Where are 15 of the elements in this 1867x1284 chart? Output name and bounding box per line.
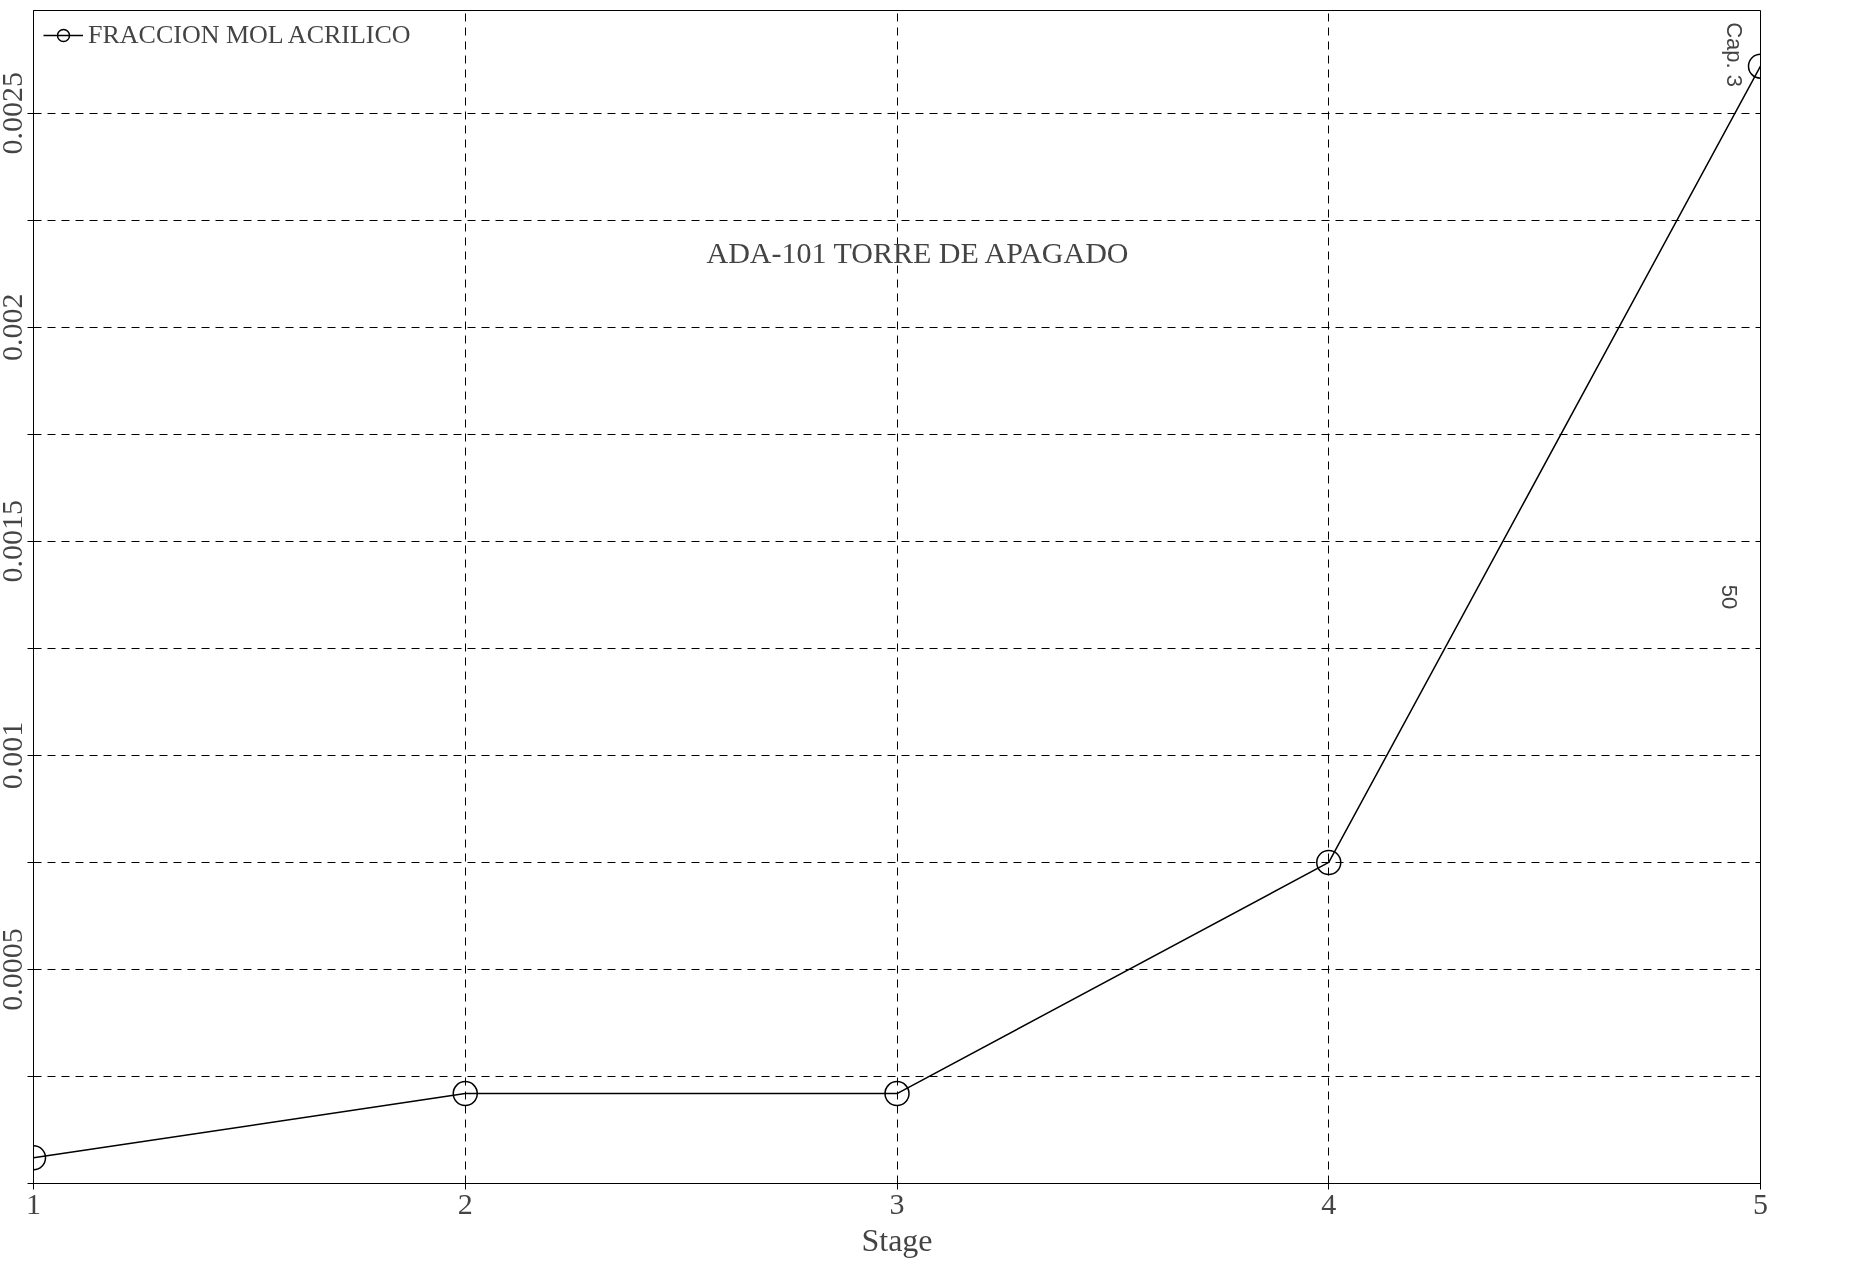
annotation: 50 bbox=[1716, 584, 1742, 610]
x-tick-label: 1 bbox=[26, 1186, 41, 1220]
legend-label: FRACCION MOL ACRILICO bbox=[88, 20, 411, 50]
x-tick-label: 2 bbox=[457, 1186, 473, 1220]
x-tick-label: 4 bbox=[1321, 1186, 1337, 1220]
annotation: ADA-101 TORRE DE APAGADO bbox=[706, 235, 1129, 269]
x-axis-title: Stage bbox=[861, 1221, 933, 1258]
y-tick-label: 0.001 bbox=[0, 721, 29, 790]
y-tick-label: 0.0025 bbox=[0, 71, 29, 155]
x-tick-label: 5 bbox=[1753, 1186, 1768, 1220]
y-tick-label: 0.0005 bbox=[0, 928, 29, 1011]
x-tick-label: 3 bbox=[889, 1186, 905, 1220]
y-tick-label: 0.002 bbox=[0, 293, 29, 362]
y-tick-label: 0.0015 bbox=[0, 500, 29, 583]
annotation: Cap. 3 bbox=[1721, 22, 1747, 88]
